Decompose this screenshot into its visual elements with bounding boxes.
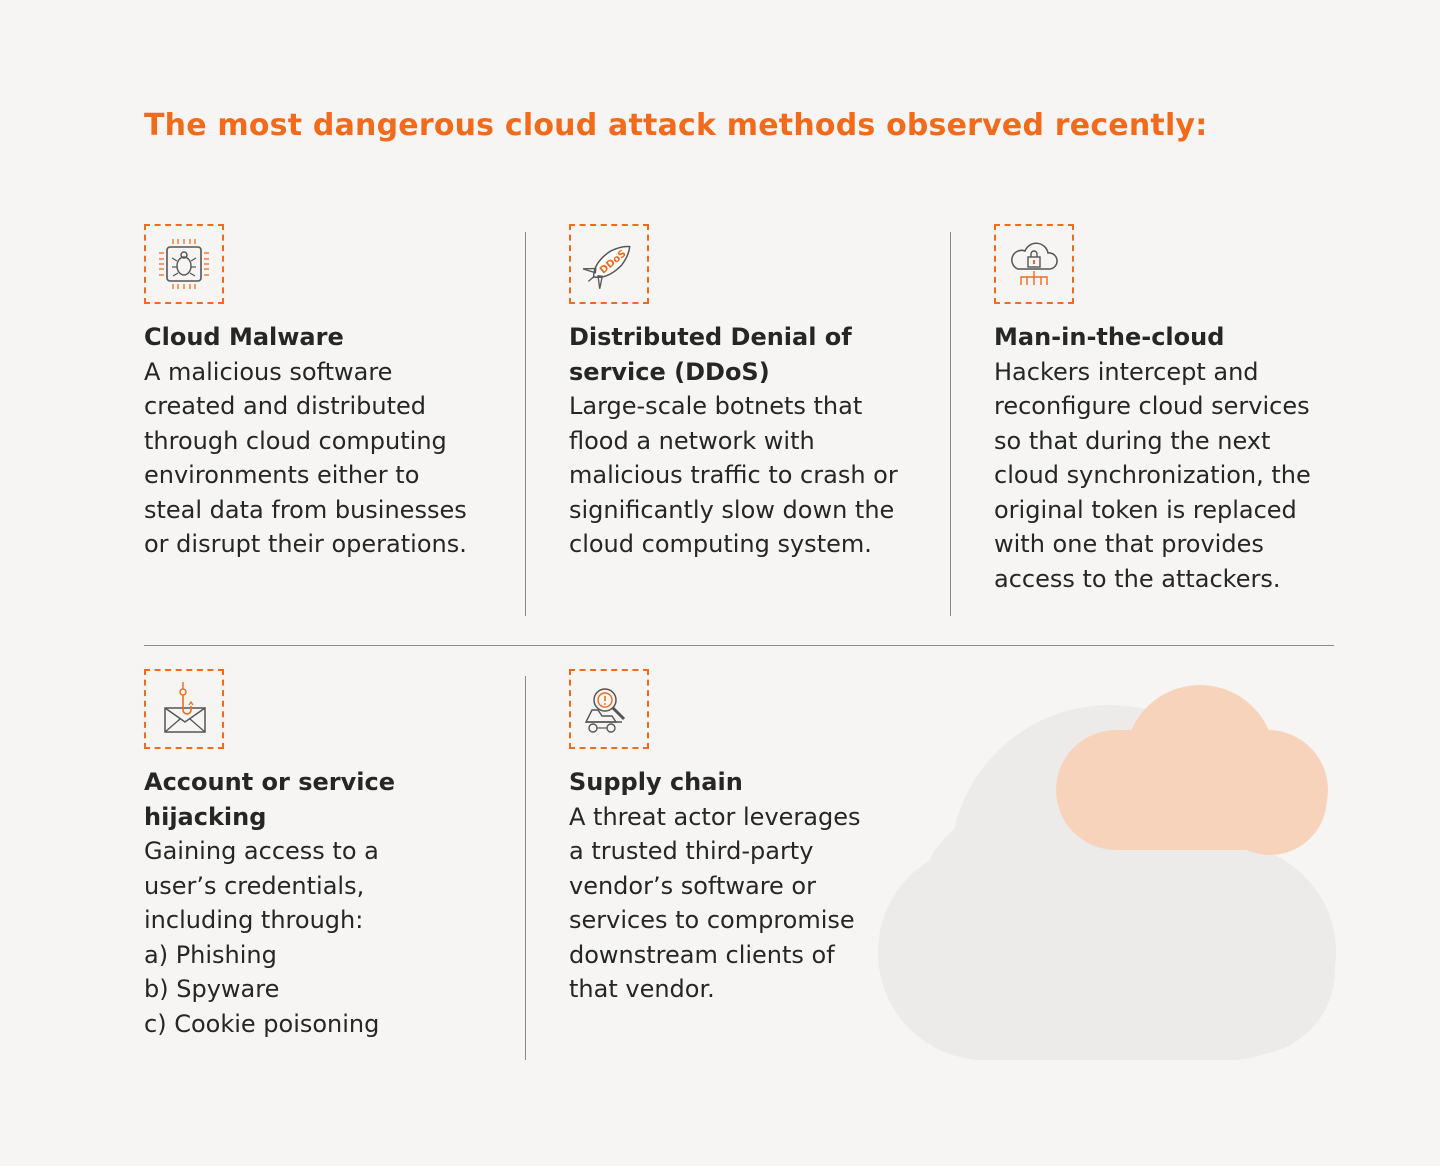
magnifier-truck-icon [584, 688, 626, 733]
card-man-in-the-cloud: Man-in-the-cloud Hackers intercept and r… [994, 224, 1334, 596]
card-supply-chain: Supply chain A threat actor leverages a … [569, 669, 879, 1007]
card-title: Man-in-the-cloud [994, 323, 1225, 351]
icon-frame [144, 669, 224, 749]
list-item: a) Phishing [144, 940, 277, 969]
divider-horizontal [144, 645, 1334, 646]
ddos-rocket-icon: DDoS [582, 245, 631, 289]
card-description: A threat actor leverages a trusted third… [569, 802, 861, 1004]
divider-vertical [525, 676, 526, 1060]
page-title: The most dangerous cloud attack methods … [144, 108, 1208, 143]
card-description: Large-scale botnets that flood a network… [569, 392, 898, 558]
card-account-hijacking: Account or service hijacking Gaining acc… [144, 669, 444, 1041]
fishhook-envelope-icon [164, 682, 206, 733]
cloud-illustration [878, 685, 1336, 1060]
card-description: Hackers intercept and reconfigure cloud … [994, 357, 1311, 593]
icon-frame [569, 669, 649, 749]
card-title: Supply chain [569, 768, 743, 796]
peach-cloud [1056, 685, 1328, 855]
card-ddos: DDoS Distributed Denial of service (DDoS… [569, 224, 909, 562]
card-title: Account or service hijacking [144, 768, 395, 831]
divider-vertical [525, 232, 526, 616]
icon-frame [994, 224, 1074, 304]
card-title: Cloud Malware [144, 323, 344, 351]
attack-vector-list: a) Phishing b) Spyware c) Cookie poisoni… [144, 938, 444, 1042]
list-item: b) Spyware [144, 975, 280, 1003]
list-item: c) Cookie poisoning [144, 1009, 380, 1038]
card-description: Gaining access to a user’s credentials, … [144, 837, 379, 934]
card-title: Distributed Denial of service (DDoS) [569, 323, 852, 386]
divider-vertical [950, 232, 951, 616]
card-cloud-malware: Cloud Malware A malicious software creat… [144, 224, 484, 562]
icon-frame: DDoS [569, 224, 649, 304]
icon-frame [144, 224, 224, 304]
bug-chip-icon [159, 239, 209, 289]
card-description: A malicious software created and distrib… [144, 357, 467, 559]
cloud-lock-icon [1011, 242, 1058, 285]
